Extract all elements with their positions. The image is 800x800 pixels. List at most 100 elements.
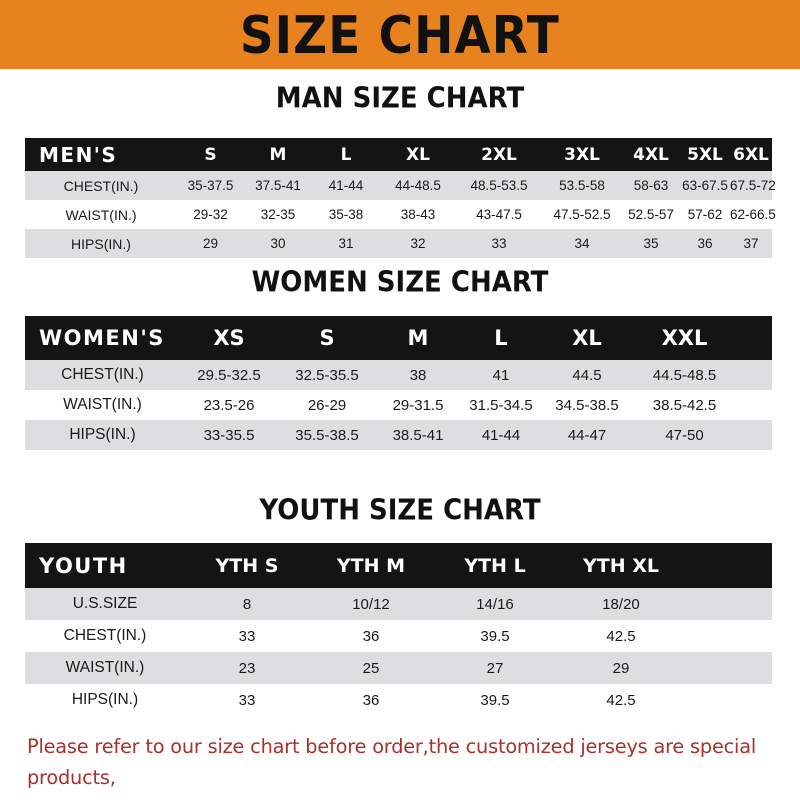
- women-table-body: CHEST(IN.) 29.5-32.5 32.5-35.5 38 41 44.…: [25, 360, 772, 450]
- women-col-xs: XS: [213, 326, 245, 350]
- table-cell: 8: [242, 595, 252, 613]
- table-cell: 39.5: [480, 691, 510, 709]
- table-cell: 37.5-41: [255, 178, 301, 193]
- youth-col-blank: [685, 543, 772, 588]
- table-cell: 29-32: [193, 207, 228, 222]
- table-cell: 18/20: [602, 595, 640, 613]
- table-cell: 43-47.5: [476, 207, 522, 222]
- youth-col-yth-s: YTH S: [215, 554, 279, 577]
- women-row-label-hips: HIPS(IN.): [69, 426, 136, 443]
- youth-row-label-ussize: U.S.SIZE: [72, 595, 138, 612]
- table-cell: 42.5: [606, 627, 636, 645]
- table-cell: [685, 684, 772, 716]
- table-header-row: MEN'S S M L XL 2XL 3XL 4XL 5XL 6XL: [25, 138, 772, 171]
- table-cell: 47.5-52.5: [553, 207, 611, 222]
- table-cell: 32: [410, 236, 426, 251]
- table-cell: 29: [202, 236, 219, 251]
- youth-row-label-chest: CHEST(IN.): [63, 627, 147, 644]
- youth-table-header: YOUTH YTH S YTH M YTH L YTH XL: [25, 543, 772, 588]
- table-cell: 34: [574, 236, 590, 251]
- table-cell: 58-63: [633, 178, 669, 193]
- section-title-man: MAN SIZE CHART: [275, 82, 525, 116]
- table-row: WAIST(IN.) 23.5-26 26-29 29-31.5 31.5-34…: [25, 390, 772, 420]
- section-title-women: WOMEN SIZE CHART: [251, 266, 549, 300]
- table-cell: 23: [238, 659, 256, 677]
- women-corner-label: WOMEN'S: [39, 326, 165, 350]
- section-title-youth: YOUTH SIZE CHART: [259, 494, 541, 528]
- table-cell: 44.5-48.5: [652, 366, 717, 384]
- table-cell: 41-44: [481, 426, 521, 444]
- youth-col-yth-xl: YTH XL: [583, 554, 659, 577]
- table-cell: 38: [409, 366, 427, 384]
- table-cell: [737, 420, 772, 450]
- table-cell: 35.5-38.5: [295, 426, 359, 444]
- table-cell: 33: [238, 691, 256, 709]
- women-row-label-chest: CHEST(IN.): [61, 366, 144, 383]
- women-col-xxl: XXL: [661, 326, 708, 350]
- table-cell: 38.5-42.5: [652, 396, 717, 414]
- men-col-3xl: 3XL: [564, 144, 600, 165]
- table-cell: 67.5-72: [730, 178, 776, 193]
- men-col-l: L: [340, 144, 352, 165]
- table-cell: 31.5-34.5: [469, 396, 533, 414]
- table-cell: 36: [362, 627, 380, 645]
- men-col-2xl: 2XL: [481, 144, 517, 165]
- table-row: WAIST(IN.) 29-32 32-35 35-38 38-43 43-47…: [25, 200, 776, 229]
- page-title: SIZE CHART: [240, 4, 560, 65]
- table-cell: 33: [238, 627, 256, 645]
- table-cell: 10/12: [352, 595, 390, 613]
- men-row-label-waist: WAIST(IN.): [65, 206, 137, 223]
- men-row-label-chest: CHEST(IN.): [63, 177, 139, 194]
- women-col-xl: XL: [572, 326, 602, 350]
- table-cell: 63-67.5: [682, 178, 728, 193]
- youth-row-label-hips: HIPS(IN.): [71, 691, 139, 708]
- table-cell: 41-44: [328, 178, 364, 193]
- table-cell: 53.5-58: [559, 178, 605, 193]
- women-row-label-waist: WAIST(IN.): [63, 396, 142, 413]
- youth-table-body: U.S.SIZE 8 10/12 14/16 18/20 CHEST(IN.) …: [25, 588, 772, 716]
- men-table-header: MEN'S S M L XL 2XL 3XL 4XL 5XL 6XL: [25, 138, 772, 171]
- table-cell: 37: [743, 236, 759, 251]
- table-row: U.S.SIZE 8 10/12 14/16 18/20: [25, 588, 772, 620]
- page-banner: SIZE CHART: [0, 0, 800, 69]
- youth-corner-label: YOUTH: [39, 553, 128, 578]
- table-cell: 29-31.5: [392, 396, 444, 414]
- men-col-6xl: 6XL: [733, 144, 769, 165]
- youth-col-yth-m: YTH M: [336, 554, 406, 577]
- table-cell: 44-47: [567, 426, 607, 444]
- table-cell: 33-35.5: [203, 426, 255, 444]
- women-col-l: L: [494, 326, 508, 350]
- youth-row-label-waist: WAIST(IN.): [65, 659, 145, 676]
- men-table-body: CHEST(IN.) 35-37.5 37.5-41 41-44 44-48.5…: [25, 171, 776, 258]
- table-cell: 36: [362, 691, 380, 709]
- table-cell: 35-38: [328, 207, 364, 222]
- table-cell: 32-35: [260, 207, 296, 222]
- table-cell: 29.5-32.5: [197, 366, 261, 384]
- table-cell: 36: [697, 236, 713, 251]
- table-cell: 14/16: [476, 595, 514, 613]
- table-row: HIPS(IN.) 33-35.5 35.5-38.5 38.5-41 41-4…: [25, 420, 772, 450]
- women-size-table: WOMEN'S XS S M L XL XXL CHEST(IN.) 29.5-…: [25, 316, 772, 450]
- table-cell: 48.5-53.5: [470, 178, 528, 193]
- table-cell: 25: [362, 659, 380, 677]
- disclaimer-text: Please refer to our size chart before or…: [27, 731, 771, 800]
- table-row: CHEST(IN.) 29.5-32.5 32.5-35.5 38 41 44.…: [25, 360, 772, 390]
- table-cell: 42.5: [606, 691, 636, 709]
- table-row: WAIST(IN.) 23 25 27 29: [25, 652, 772, 684]
- table-cell: 29: [612, 659, 630, 677]
- table-cell: 33: [491, 236, 507, 251]
- men-col-4xl: 4XL: [633, 144, 669, 165]
- men-col-s: S: [204, 144, 217, 165]
- table-cell: 23.5-26: [203, 396, 255, 414]
- table-cell: [685, 652, 772, 684]
- table-row: CHEST(IN.) 33 36 39.5 42.5: [25, 620, 772, 652]
- table-cell: [737, 390, 772, 420]
- men-col-m: M: [269, 144, 287, 165]
- table-cell: 27: [486, 659, 504, 677]
- table-cell: 44-48.5: [395, 178, 441, 193]
- table-cell: [685, 588, 772, 620]
- men-corner-label: MEN'S: [39, 142, 118, 167]
- table-header-row: YOUTH YTH S YTH M YTH L YTH XL: [25, 543, 772, 588]
- table-cell: 39.5: [480, 627, 510, 645]
